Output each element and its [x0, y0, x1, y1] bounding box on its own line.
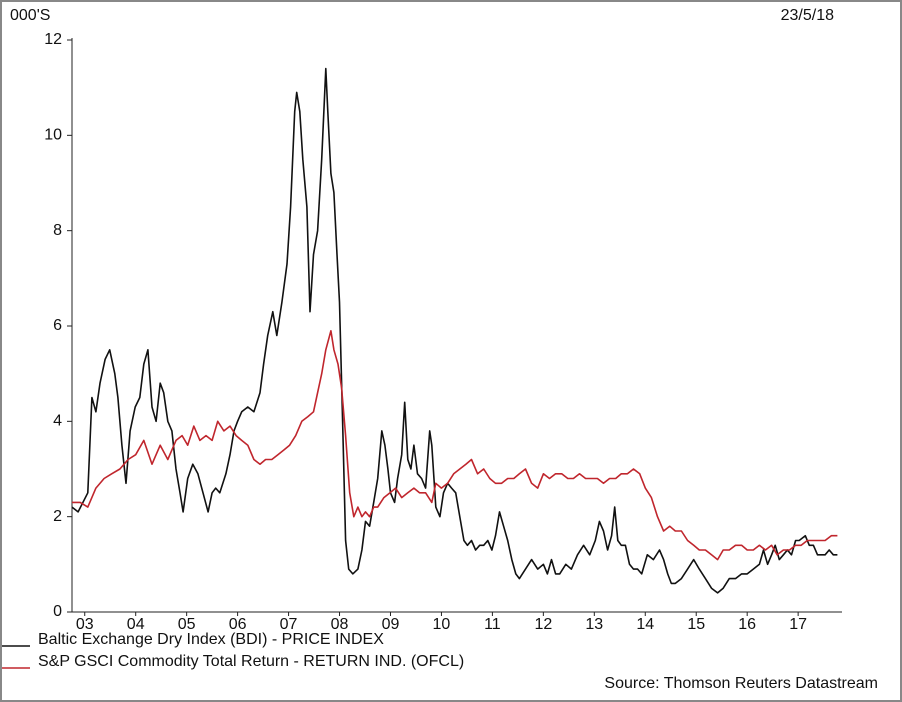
series-line — [72, 330, 838, 561]
x-tick-label: 08 — [331, 616, 349, 633]
x-tick-label: 15 — [687, 616, 705, 633]
x-tick-label: 14 — [636, 616, 654, 633]
x-tick-label: 17 — [789, 616, 807, 633]
x-tick-label: 07 — [280, 616, 298, 633]
legend-label: Baltic Exchange Dry Index (BDI) - PRICE … — [38, 631, 384, 648]
y-tick-label: 12 — [44, 31, 62, 48]
x-tick-label: 03 — [76, 616, 94, 633]
y-tick-label: 4 — [53, 413, 62, 430]
y-tick-label: 6 — [53, 317, 62, 334]
y-tick-label: 10 — [44, 127, 62, 144]
x-tick-label: 12 — [534, 616, 552, 633]
series-line — [71, 67, 838, 594]
x-tick-label: 11 — [484, 616, 501, 633]
unit-label: 000'S — [10, 7, 50, 24]
x-tick-label: 09 — [382, 616, 400, 633]
x-tick-label: 06 — [229, 616, 247, 633]
legend-label: S&P GSCI Commodity Total Return - RETURN… — [38, 653, 464, 670]
y-tick-label: 0 — [53, 603, 62, 620]
x-tick-label: 16 — [738, 616, 756, 633]
y-tick-label: 8 — [53, 222, 62, 239]
x-tick-label: 13 — [585, 616, 603, 633]
date-label: 23/5/18 — [781, 7, 834, 24]
x-tick-label: 04 — [127, 616, 145, 633]
source: Source: Thomson Reuters Datastream — [604, 675, 878, 692]
y-tick-label: 2 — [53, 508, 62, 525]
x-tick-label: 10 — [433, 616, 451, 633]
x-tick-label: 05 — [178, 616, 196, 633]
